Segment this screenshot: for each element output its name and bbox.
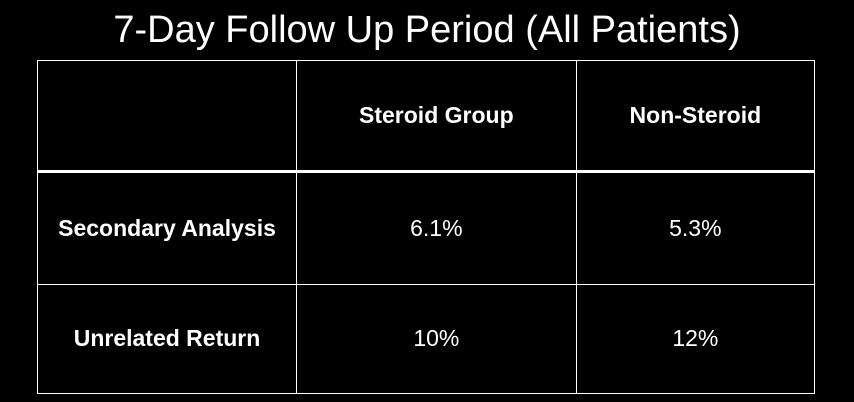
- table-row: Unrelated Return 10% 12%: [37, 283, 816, 395]
- cell: 10%: [296, 283, 577, 395]
- header-cell: [37, 60, 297, 173]
- cell: 6.1%: [296, 171, 577, 285]
- title: 7-Day Follow Up Period (All Patients): [113, 9, 741, 51]
- table-row: Secondary Analysis 6.1% 5.3%: [37, 171, 816, 285]
- header-cell: Steroid Group: [296, 60, 577, 173]
- cell: 5.3%: [575, 171, 816, 285]
- header-cell: Non-Steroid: [575, 60, 816, 173]
- row-label: Secondary Analysis: [37, 171, 297, 285]
- cell: 12%: [575, 283, 816, 395]
- data-table: Steroid Group Non-Steroid Secondary Anal…: [37, 60, 816, 395]
- header-row: Steroid Group Non-Steroid: [37, 60, 816, 173]
- row-label: Unrelated Return: [37, 283, 297, 395]
